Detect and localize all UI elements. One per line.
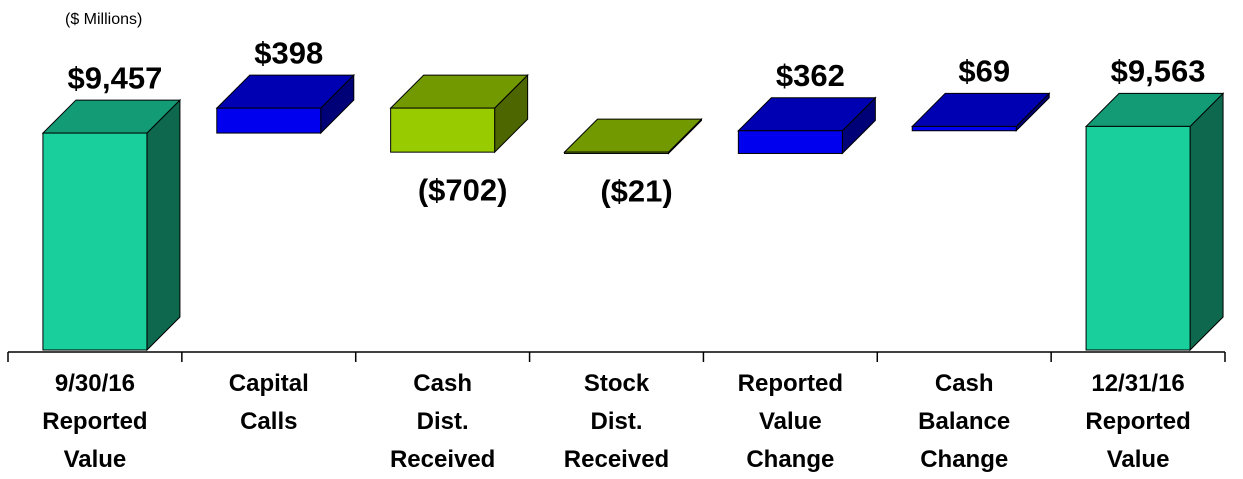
x-tick-label: Capital Calls [229,370,309,435]
bar-front [911,125,1017,132]
x-tick-label: 12/31/16 Reported Value [1085,370,1190,473]
bar-side [146,98,181,352]
bar [563,117,703,155]
bar-front [564,151,669,154]
bar [737,96,877,155]
bar-front [216,107,322,134]
bar-side [1189,92,1224,352]
chart-subtitle: ($ Millions) [65,11,142,28]
bar [911,92,1051,132]
x-tick-label: Cash Balance Change [918,370,1010,473]
value-label: $9,563 [1111,54,1206,89]
x-tick-label: Cash Dist. Received [390,370,495,473]
bar-front [390,107,496,153]
bar-front [42,132,148,351]
x-tick-label: Stock Dist. Received [564,370,669,473]
bar-top [563,118,703,153]
value-label: ($21) [600,174,672,209]
bar-front [1085,125,1191,351]
x-tick-label: 9/30/16 Reported Value [42,370,147,473]
bar [389,73,529,154]
bar [215,73,355,135]
value-label: $362 [776,58,845,93]
value-label: $9,457 [68,60,163,95]
bar-top [911,92,1051,127]
x-tick-label: Reported Value Change [738,370,843,473]
bar-front [737,130,843,154]
value-label: $69 [958,54,1010,89]
bar [41,98,182,352]
bar [1084,92,1225,352]
value-label: $398 [254,35,323,70]
value-label: ($702) [418,172,508,207]
